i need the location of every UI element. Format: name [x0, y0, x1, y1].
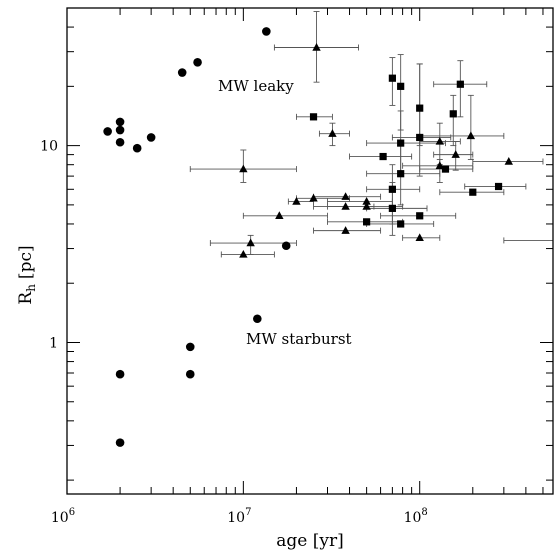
circle-point: [281, 241, 291, 251]
circle-point: [115, 125, 125, 135]
square-point: [397, 170, 405, 178]
circle-point: [177, 68, 187, 77]
triangle-point: [341, 192, 350, 200]
triangle-point: [451, 150, 460, 158]
circle-point: [115, 137, 125, 147]
x-tick-label: 106: [51, 507, 75, 526]
annotation-mw-leaky: MW leaky: [218, 77, 294, 95]
y-axis-title-sub: h: [24, 284, 38, 292]
circle-point: [115, 438, 125, 447]
square-point: [379, 152, 387, 161]
triangle-point: [341, 226, 350, 234]
triangle-point: [239, 164, 248, 173]
x-tick-label-exponent: 6: [69, 507, 75, 518]
triangle-point: [435, 161, 444, 169]
circle-point: [103, 127, 112, 136]
triangle-point: [312, 43, 321, 51]
square-point: [416, 133, 424, 142]
y-axis-title-unit: [pc]: [16, 245, 36, 279]
square-point: [388, 204, 396, 212]
square-point: [309, 113, 318, 121]
y-tick-label: 1: [49, 335, 58, 351]
square-point: [469, 188, 477, 196]
x-tick-label: 108: [404, 507, 428, 526]
square-point: [397, 139, 405, 147]
triangle-point: [466, 131, 476, 140]
square-point: [363, 218, 371, 226]
triangle-point: [341, 202, 350, 210]
circle-point: [146, 133, 156, 142]
annotation-mw-starburst: MW starburst: [246, 330, 352, 348]
square-point: [388, 74, 396, 82]
axis-ticks: [66, 7, 553, 494]
plot-frame: [66, 7, 554, 495]
circle-point: [132, 143, 142, 153]
square-point: [388, 185, 396, 193]
circle-point: [262, 27, 271, 36]
triangle-point: [362, 197, 371, 205]
triangle-point: [239, 249, 248, 258]
square-point: [397, 82, 405, 90]
x-axis-title: age [yr]: [276, 531, 343, 551]
x-tick-label-base: 10: [404, 510, 422, 526]
square-point: [456, 80, 464, 88]
x-tick-label: 107: [227, 507, 251, 526]
data-points: [103, 27, 513, 447]
square-point: [416, 104, 424, 112]
circle-point: [185, 342, 195, 352]
circle-point: [185, 369, 195, 379]
y-axis-title-main: R: [16, 291, 36, 305]
x-tick-label-base: 10: [51, 510, 69, 526]
error-bars: [189, 11, 553, 258]
triangle-point: [275, 211, 284, 220]
triangle-point: [362, 202, 371, 210]
circle-point: [193, 57, 202, 67]
triangle-point: [328, 129, 337, 137]
x-tick-label-base: 10: [227, 510, 245, 526]
x-tick-label-exponent: 7: [245, 507, 251, 518]
triangle-point: [309, 193, 318, 202]
y-tick-label: 10: [40, 139, 58, 155]
square-point: [494, 182, 503, 191]
square-point: [416, 212, 424, 220]
square-point: [397, 220, 405, 228]
triangle-point: [435, 136, 444, 145]
square-point: [449, 110, 457, 118]
circle-point: [115, 369, 125, 379]
triangle-point: [246, 238, 255, 247]
circle-point: [115, 117, 125, 127]
square-point: [441, 165, 450, 173]
circle-point: [253, 314, 262, 324]
triangle-point: [504, 157, 513, 165]
x-tick-label-exponent: 8: [421, 507, 427, 518]
y-axis-title: Rh [pc]: [16, 245, 38, 304]
triangle-point: [415, 233, 424, 242]
triangle-point: [292, 197, 301, 205]
